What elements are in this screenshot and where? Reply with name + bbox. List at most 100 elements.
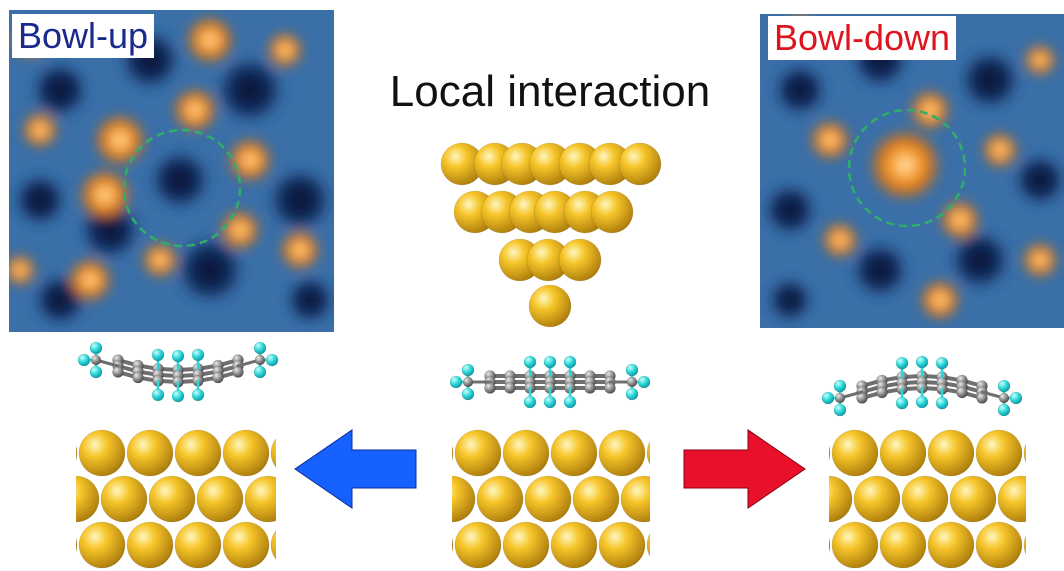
highlight-circle-left — [122, 128, 242, 248]
fluorine-atom — [461, 363, 475, 377]
fluorine-atom — [191, 388, 205, 402]
gold-atom — [831, 521, 879, 569]
fluorine-atom — [821, 391, 835, 405]
gold-atom — [620, 475, 650, 523]
carbon-atom — [112, 366, 124, 378]
gold-tip-cluster — [440, 142, 662, 328]
gold-atom — [454, 521, 502, 569]
gold-atom — [853, 475, 901, 523]
gold-atom — [975, 521, 1023, 569]
fluorine-atom — [563, 395, 577, 409]
carbon-atom — [504, 382, 516, 394]
carbon-atom — [254, 354, 266, 366]
gold-atom — [148, 475, 196, 523]
carbon-atom — [462, 376, 474, 388]
carbon-atom — [604, 382, 616, 394]
arrow-right-icon — [683, 429, 806, 509]
gold-atom — [572, 475, 620, 523]
gold-atom — [126, 429, 174, 477]
carbon-atom — [132, 371, 144, 384]
gold-surface-center — [452, 429, 650, 569]
gold-atom — [196, 475, 244, 523]
gold-atom — [528, 284, 572, 328]
fluorine-atom — [171, 349, 185, 363]
fluorine-atom — [625, 387, 639, 401]
fluorine-atom — [563, 355, 577, 369]
gold-atom — [598, 429, 646, 477]
gold-atom — [222, 521, 270, 569]
fluorine-atom — [253, 341, 267, 355]
gold-atom — [100, 475, 148, 523]
carbon-atom — [212, 371, 224, 384]
fluorine-atom — [637, 375, 651, 389]
gold-atom — [879, 429, 927, 477]
fluorine-atom — [449, 375, 463, 389]
fluorine-atom — [997, 403, 1011, 417]
carbon-atom — [876, 386, 888, 399]
gold-atom — [454, 429, 502, 477]
carbon-atom — [626, 376, 638, 388]
fluorine-atom — [151, 348, 165, 362]
carbon-atom — [484, 382, 496, 394]
carbon-atom — [956, 386, 968, 399]
gold-atom — [244, 475, 276, 523]
molecule-flat — [449, 355, 651, 409]
gold-atom — [452, 445, 454, 461]
fluorine-atom — [1009, 391, 1023, 405]
gold-atom — [78, 429, 126, 477]
gold-atom — [502, 429, 550, 477]
carbon-atom — [90, 354, 102, 366]
gold-atom — [927, 429, 975, 477]
molecule-bowl-down — [821, 355, 1023, 417]
gold-atom — [126, 521, 174, 569]
gold-surface-left — [76, 429, 276, 569]
gold-atom — [829, 445, 831, 461]
fluorine-atom — [89, 341, 103, 355]
gold-atom — [831, 429, 879, 477]
fluorine-atom — [915, 395, 929, 409]
gold-atom — [222, 429, 270, 477]
gold-atom — [270, 438, 276, 468]
fluorine-atom — [77, 353, 91, 367]
gold-atom — [174, 521, 222, 569]
gold-atom — [901, 475, 949, 523]
arrow-left-icon — [294, 429, 417, 509]
gold-atom — [452, 537, 454, 553]
fluorine-atom — [523, 355, 537, 369]
molecule-bowl-up — [77, 341, 279, 403]
stm-image-bowl-down — [760, 14, 1064, 328]
gold-atom — [174, 429, 222, 477]
gold-atom — [829, 537, 831, 553]
fluorine-atom — [191, 348, 205, 362]
gold-atom — [476, 475, 524, 523]
fluorine-atom — [543, 355, 557, 369]
stm-image-bowl-up — [9, 10, 334, 332]
carbon-atom — [584, 382, 596, 394]
carbon-atom — [834, 392, 846, 404]
fluorine-atom — [997, 379, 1011, 393]
fluorine-atom — [253, 365, 267, 379]
fluorine-atom — [89, 365, 103, 379]
gold-atom — [76, 445, 78, 461]
gold-atom — [76, 475, 100, 523]
gold-atom — [550, 521, 598, 569]
gold-atom — [997, 475, 1026, 523]
gold-atom — [949, 475, 997, 523]
gold-atom — [524, 475, 572, 523]
carbon-atom — [998, 392, 1010, 404]
fluorine-atom — [895, 396, 909, 410]
gold-atom — [1023, 534, 1026, 556]
fluorine-atom — [523, 395, 537, 409]
fluorine-atom — [543, 395, 557, 409]
carbon-atom — [232, 366, 244, 378]
gold-atom — [879, 521, 927, 569]
gold-surface-right — [829, 429, 1026, 569]
bowl-up-label: Bowl-up — [12, 14, 155, 58]
fluorine-atom — [171, 389, 185, 403]
gold-atom — [270, 530, 276, 560]
fluorine-atom — [833, 403, 847, 417]
fluorine-atom — [935, 396, 949, 410]
gold-atom — [829, 475, 853, 523]
gold-atom — [646, 441, 650, 465]
